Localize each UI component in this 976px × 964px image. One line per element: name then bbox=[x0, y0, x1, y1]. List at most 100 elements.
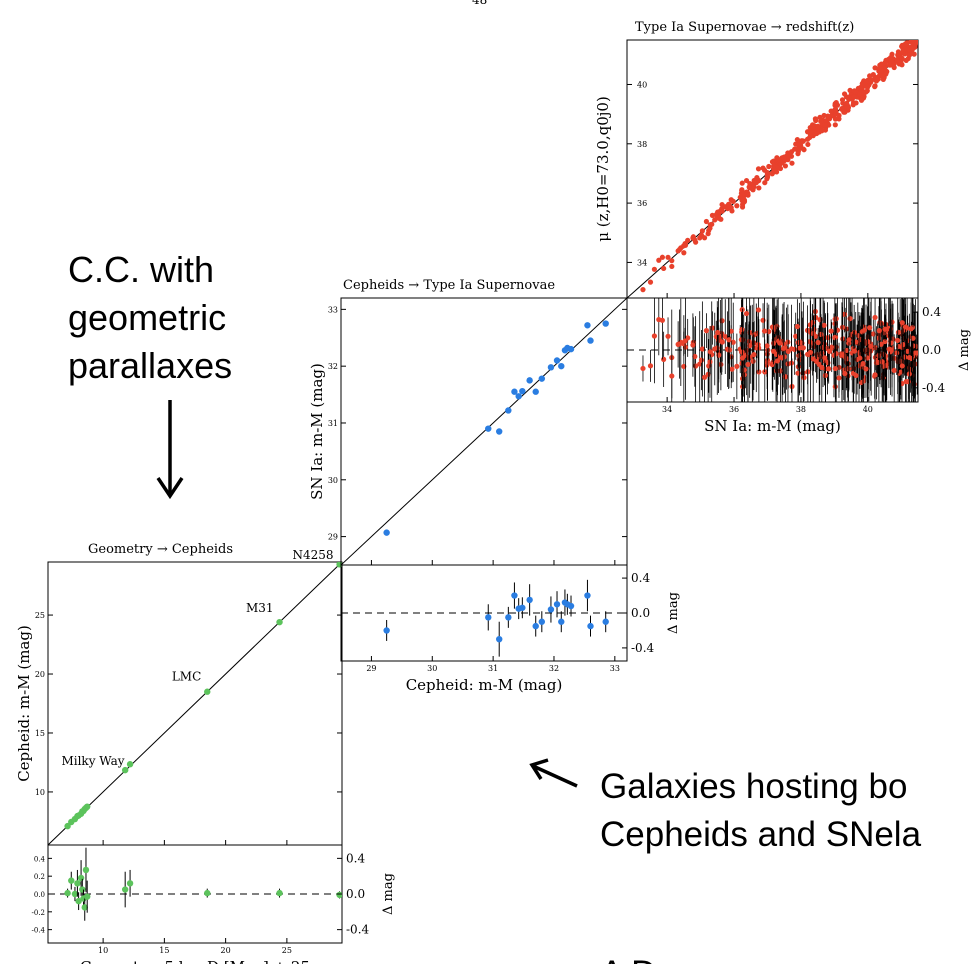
residual-point bbox=[692, 353, 698, 360]
residual-point bbox=[785, 348, 791, 354]
data-point bbox=[859, 81, 865, 87]
data-point bbox=[876, 65, 882, 71]
residual-point bbox=[903, 378, 909, 385]
fit-line bbox=[341, 298, 627, 565]
data-point bbox=[821, 112, 827, 119]
data-point bbox=[812, 116, 818, 122]
residual-point bbox=[75, 897, 82, 905]
data-point bbox=[669, 258, 675, 264]
residual-point bbox=[739, 326, 745, 333]
residual-point bbox=[558, 618, 565, 625]
residual-point bbox=[734, 363, 740, 369]
residual-point bbox=[899, 363, 905, 369]
data-point bbox=[703, 218, 710, 225]
x-tick-label: 25 bbox=[282, 946, 292, 955]
data-point bbox=[728, 197, 734, 203]
panel-geometry-cepheids: Geometry → Cepheids 10 15 20 25 10 15 20 25 0.4 0.… bbox=[15, 542, 396, 964]
point-label: N4258 bbox=[293, 548, 334, 562]
data-point bbox=[587, 337, 594, 344]
residual-point bbox=[868, 343, 874, 349]
residual-point bbox=[81, 904, 88, 911]
residual-point bbox=[693, 363, 699, 369]
data-point bbox=[726, 201, 732, 207]
data-point bbox=[914, 40, 918, 45]
residual-tick-label: 0.4 bbox=[922, 305, 941, 319]
residual-point bbox=[832, 335, 838, 341]
data-point bbox=[84, 803, 91, 810]
data-point bbox=[715, 209, 721, 215]
data-point bbox=[656, 257, 662, 263]
data-point bbox=[810, 124, 817, 131]
residual-point bbox=[538, 618, 546, 625]
data-point bbox=[788, 149, 795, 155]
data-point bbox=[64, 822, 71, 830]
residual-point bbox=[697, 361, 703, 367]
y-tick-label: 32 bbox=[328, 362, 338, 371]
x-axis-label: Cepheid: m-M (mag) bbox=[406, 676, 563, 694]
data-point bbox=[701, 235, 708, 241]
data-point bbox=[716, 215, 722, 221]
data-point bbox=[857, 91, 863, 97]
residual-point bbox=[899, 320, 905, 326]
data-point bbox=[126, 761, 134, 768]
x-tick-label: 20 bbox=[221, 946, 231, 955]
residual-point bbox=[850, 370, 856, 376]
residual-point bbox=[839, 352, 845, 358]
point-label: M31 bbox=[246, 601, 274, 615]
residual-point bbox=[730, 339, 736, 345]
data-point bbox=[665, 254, 671, 260]
residual-point bbox=[826, 348, 833, 354]
residual-point bbox=[833, 351, 839, 357]
residual-point bbox=[741, 367, 748, 373]
residual-point bbox=[769, 361, 775, 368]
residual-point bbox=[782, 374, 789, 380]
residual-tick-label: 0.0 bbox=[922, 343, 941, 357]
residual-tick-left-label: -0.2 bbox=[32, 909, 46, 917]
data-point bbox=[707, 222, 713, 228]
data-point bbox=[496, 428, 503, 435]
residual-point bbox=[77, 874, 85, 882]
residual-point bbox=[82, 866, 90, 874]
data-point bbox=[747, 185, 753, 191]
residual-point bbox=[755, 307, 762, 313]
data-point bbox=[851, 94, 857, 100]
residual-point bbox=[851, 348, 857, 354]
data-point bbox=[729, 208, 735, 214]
residual-point bbox=[567, 602, 575, 610]
residual-point bbox=[876, 353, 882, 359]
data-point bbox=[895, 52, 901, 58]
residual-point bbox=[532, 622, 539, 630]
residual-plot-marks bbox=[341, 579, 627, 657]
residual-point bbox=[383, 627, 390, 634]
panel-supernovae-redshift: Type Ia Supernovae → redshift(z) 34 36 38 40… bbox=[594, 20, 972, 435]
residual-point bbox=[764, 343, 770, 349]
point-label: LMC bbox=[172, 670, 201, 684]
data-point bbox=[567, 345, 575, 353]
residual-point bbox=[705, 371, 711, 377]
data-point bbox=[900, 48, 906, 54]
data-point bbox=[383, 529, 390, 536]
data-point bbox=[769, 171, 775, 177]
residual-point bbox=[722, 334, 728, 340]
residual-point bbox=[815, 339, 821, 346]
data-point bbox=[756, 185, 762, 191]
x-tick-label: 30 bbox=[427, 664, 437, 673]
data-point bbox=[734, 203, 740, 209]
residual-tick-label: -0.4 bbox=[631, 641, 655, 655]
y-tick-label: 20 bbox=[35, 670, 45, 679]
data-point bbox=[851, 88, 858, 94]
residual-point bbox=[584, 592, 591, 599]
x-axis-label: Geometry: 5 log D [Mpc] + 25 bbox=[80, 958, 310, 964]
data-point bbox=[891, 64, 897, 71]
data-point bbox=[755, 177, 761, 183]
data-point bbox=[903, 57, 909, 63]
data-point bbox=[204, 688, 211, 695]
data-point bbox=[819, 128, 825, 134]
data-point bbox=[800, 138, 806, 144]
y-tick-label: 36 bbox=[637, 199, 647, 208]
y-axis-label: Cepheid: m-M (mag) bbox=[15, 625, 33, 782]
residual-point bbox=[914, 350, 918, 356]
x-tick-label: 33 bbox=[610, 664, 620, 673]
panel-title: Type Ia Supernovae → redshift(z) bbox=[635, 20, 854, 35]
residual-point bbox=[777, 340, 783, 346]
